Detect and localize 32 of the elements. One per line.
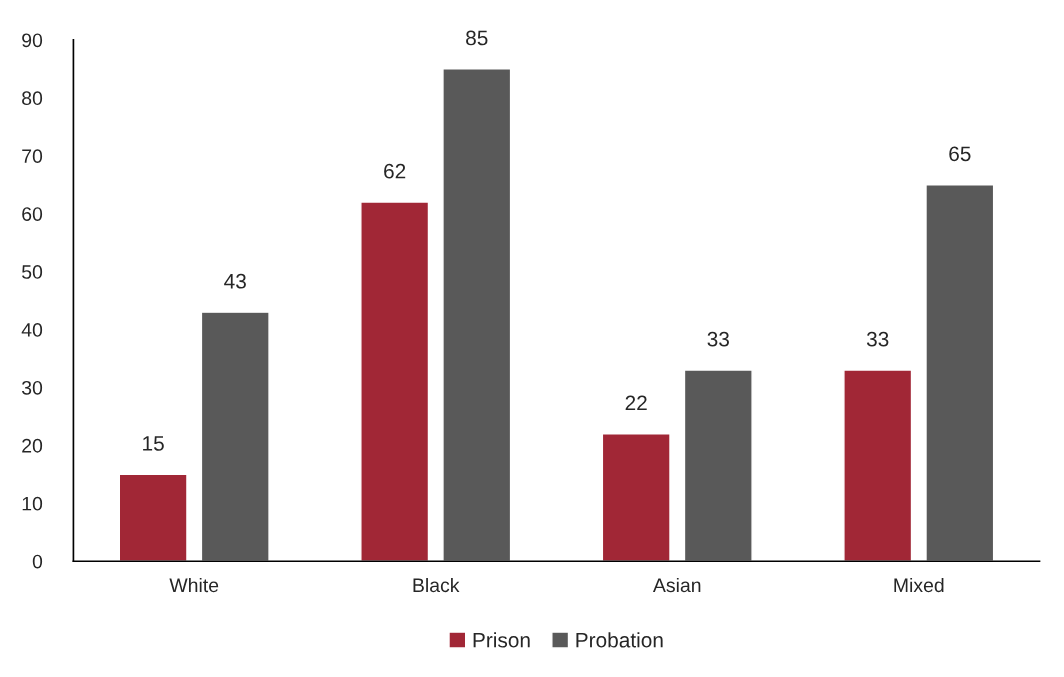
data-label: 43 bbox=[224, 273, 246, 289]
x-tick-label: Asian bbox=[652, 577, 701, 593]
data-label: 65 bbox=[949, 146, 971, 162]
y-tick-label: 0 bbox=[32, 554, 43, 569]
y-tick-label: 80 bbox=[22, 91, 43, 106]
x-tick-label: Black bbox=[413, 577, 460, 593]
y-tick-label: 20 bbox=[22, 438, 43, 453]
data-label: 33 bbox=[707, 331, 729, 347]
y-tick-label: 60 bbox=[22, 207, 43, 221]
data-label: 33 bbox=[866, 331, 889, 347]
bar bbox=[925, 184, 995, 562]
bar bbox=[200, 311, 270, 562]
y-tick-label: 10 bbox=[22, 496, 43, 511]
y-tick-label: 90 bbox=[22, 33, 43, 48]
bar bbox=[118, 473, 188, 562]
y-tick-label: 30 bbox=[21, 380, 43, 395]
data-label: 22 bbox=[625, 395, 647, 411]
bar bbox=[683, 369, 753, 562]
x-tick-label: White bbox=[169, 577, 219, 593]
bar bbox=[843, 369, 913, 562]
legend-label: Probation bbox=[576, 632, 663, 648]
bar bbox=[360, 201, 430, 562]
y-tick-label: 70 bbox=[22, 149, 43, 164]
x-tick-label: Mixed bbox=[894, 577, 944, 593]
data-label: 62 bbox=[384, 163, 406, 179]
bar bbox=[601, 433, 671, 562]
data-label: 15 bbox=[143, 436, 164, 451]
y-tick-label: 50 bbox=[22, 265, 43, 279]
legend-label: Prison bbox=[473, 632, 530, 648]
bar bbox=[442, 68, 512, 562]
data-label: 85 bbox=[466, 30, 488, 46]
y-tick-label: 40 bbox=[21, 323, 43, 337]
